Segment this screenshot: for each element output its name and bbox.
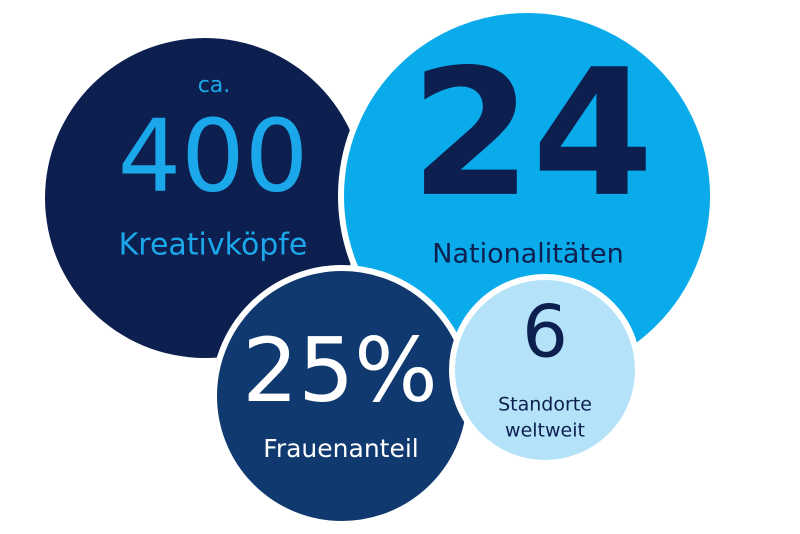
- label: Nationalitäten: [432, 239, 623, 270]
- big-number: 400: [118, 97, 309, 214]
- label: Kreativköpfe: [119, 228, 308, 263]
- big-number: 24: [410, 33, 654, 236]
- prefix: ca.: [198, 73, 231, 98]
- label-line: Standorte: [498, 394, 592, 416]
- label: Frauenanteil: [263, 434, 418, 463]
- big-number: 6: [522, 290, 568, 374]
- bubble-creatives: [45, 38, 365, 358]
- bubble-locations: [449, 274, 641, 466]
- label-line: weltweit: [505, 420, 585, 442]
- big-number: 25%: [242, 319, 438, 422]
